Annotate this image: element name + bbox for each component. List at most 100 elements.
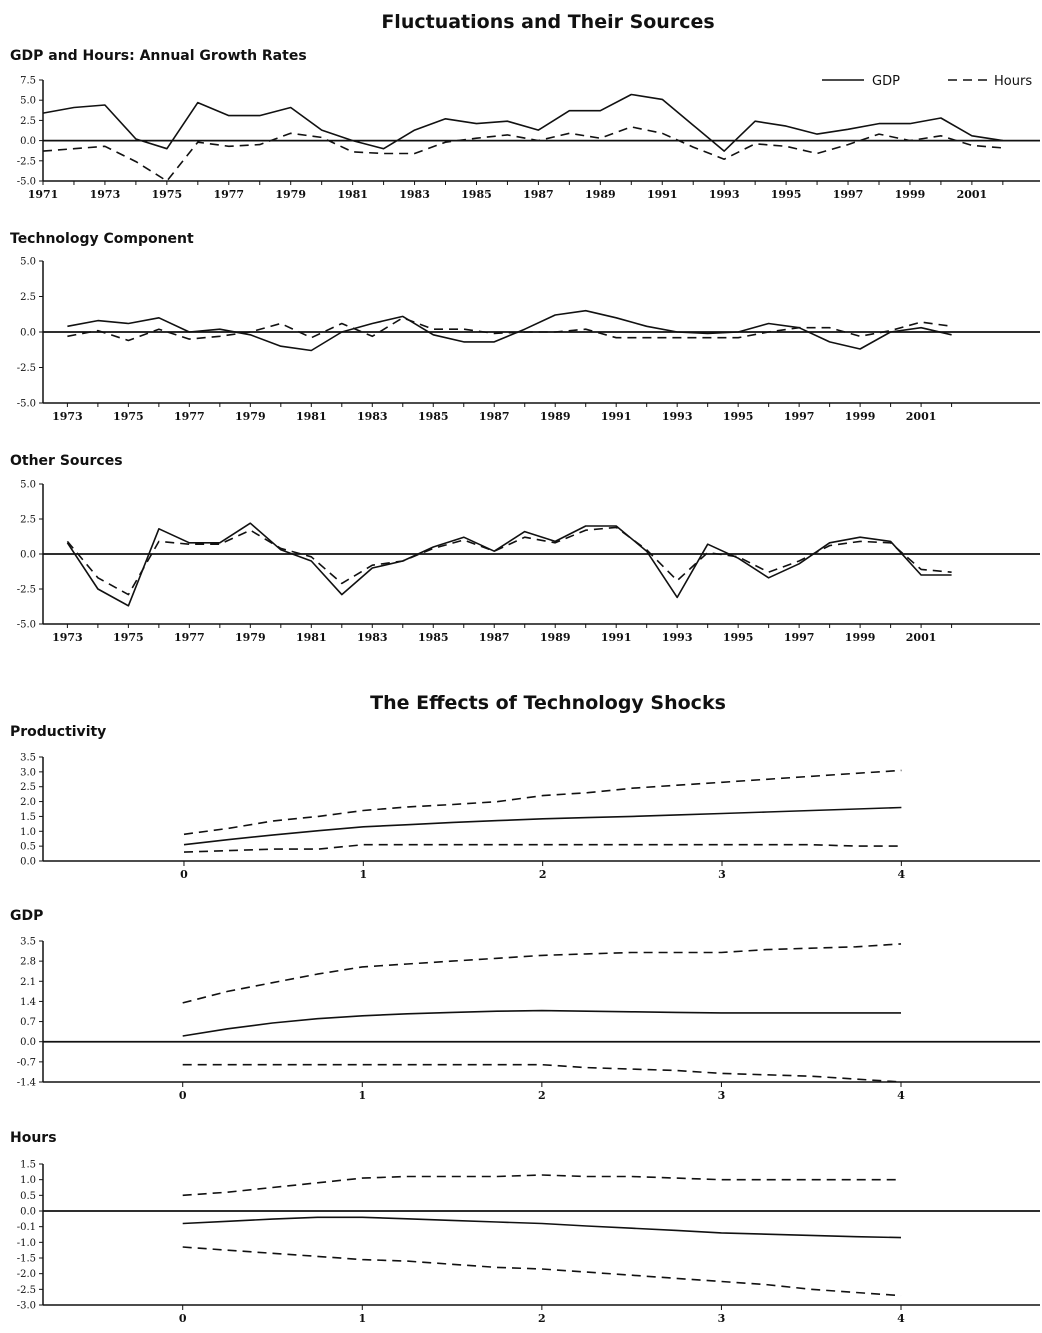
x-tick-label: 2001	[906, 631, 937, 644]
x-tick-label: 1993	[709, 188, 740, 201]
y-tick-label: 1.0	[20, 827, 36, 838]
series-line-dashed	[183, 769, 902, 836]
x-tick-label: 2	[538, 1312, 546, 1325]
y-tick-label: -2.5	[17, 363, 36, 374]
x-tick-label: 1983	[357, 631, 388, 644]
chart-panel-hours-response: Hours 1.5 1.0 0.5 0.0 -0.1 -1.0 -1.5 -2.0 -2.5 -3…	[10, 1130, 1040, 1325]
y-tick-label: 2.8	[20, 957, 36, 968]
x-tick-label: 1991	[601, 410, 632, 423]
chart-panel-other-sources: Other Sources 5.0 2.5 0.0 -2.5 -5.0 1973 1975 1…	[10, 453, 1040, 644]
series-line-solid	[42, 93, 1003, 152]
x-tick-label: 1	[358, 1312, 366, 1325]
series-line-solid	[66, 522, 952, 607]
x-tick-label: 3	[718, 1089, 726, 1102]
y-tick-label: -5.0	[17, 177, 36, 188]
x-tick-label: 1993	[662, 631, 693, 644]
x-tick-label: 2001	[957, 188, 988, 201]
legend: GDP Hours	[822, 74, 1032, 89]
y-tick-label: 3.5	[20, 937, 36, 948]
x-tick-label: 1989	[540, 631, 571, 644]
y-tick-label: 0.5	[20, 1191, 36, 1202]
y-tick-label: -1.4	[17, 1078, 36, 1089]
series-line-solid	[182, 1009, 901, 1037]
x-tick-label: 1	[359, 868, 367, 881]
y-tick-label: -3.0	[17, 1301, 36, 1312]
panel-title: GDP and Hours: Annual Growth Rates	[10, 48, 307, 64]
x-tick-label: 1985	[418, 410, 449, 423]
x-tick-label: 1999	[845, 631, 876, 644]
x-tick-label: 1979	[275, 188, 306, 201]
panel-title: Productivity	[10, 724, 106, 740]
y-tick-label: -2.5	[17, 156, 36, 167]
series-line-dashed	[183, 843, 902, 853]
x-tick-label: 2	[538, 1089, 546, 1102]
x-tick-label: 1991	[601, 631, 632, 644]
y-tick-label: -5.0	[17, 620, 36, 631]
x-tick-label: 4	[898, 868, 906, 881]
x-tick-label: 1975	[113, 410, 144, 423]
y-tick-label: 1.4	[20, 997, 36, 1008]
y-tick-label: -1.5	[17, 1254, 36, 1265]
x-tick-label: 1995	[723, 631, 754, 644]
x-tick-label: 1997	[784, 410, 815, 423]
x-tick-label: 1985	[418, 631, 449, 644]
chart-panel-gdp-response: GDP 3.5 2.8 2.1 1.4 0.7 0.0 -0.7 -1.4 0 1 2 3 4	[10, 908, 1040, 1102]
series-line-dashed	[67, 316, 952, 342]
series-line-solid	[67, 309, 952, 352]
x-tick-label: 1971	[28, 188, 59, 201]
series-line-dashed	[66, 526, 952, 596]
y-tick-label: 2.5	[20, 515, 36, 526]
x-tick-label: 1977	[174, 410, 205, 423]
x-tick-label: 1989	[585, 188, 616, 201]
x-tick-label: 0	[179, 1312, 187, 1325]
y-tick-label: 1.5	[20, 1160, 36, 1171]
panel-title: Other Sources	[10, 453, 123, 469]
series-line-solid	[182, 1216, 902, 1239]
y-tick-label: -1.0	[17, 1238, 36, 1249]
x-tick-label: 1997	[784, 631, 815, 644]
x-tick-label: 1975	[152, 188, 183, 201]
x-tick-label: 1977	[213, 188, 244, 201]
x-tick-label: 1979	[235, 410, 266, 423]
y-tick-label: 1.5	[20, 812, 36, 823]
x-tick-label: 1	[358, 1089, 366, 1102]
x-tick-label: 0	[179, 1089, 187, 1102]
y-tick-label: 2.5	[20, 292, 36, 303]
y-tick-label: 0.0	[20, 136, 36, 147]
x-tick-label: 1983	[399, 188, 430, 201]
x-tick-label: 1985	[461, 188, 492, 201]
x-tick-label: 1999	[895, 188, 926, 201]
x-tick-label: 1977	[174, 631, 205, 644]
x-tick-label: 1979	[235, 631, 266, 644]
y-tick-label: -2.5	[17, 1285, 36, 1296]
y-tick-label: 0.0	[20, 1207, 36, 1218]
x-tick-label: 1989	[540, 410, 571, 423]
chart-panel-technology-component: Technology Component 5.0 2.5 0.0 -2.5 -5.0 19…	[10, 231, 1040, 423]
y-tick-label: 0.0	[20, 1037, 36, 1048]
x-tick-label: 1981	[296, 410, 327, 423]
chart-panel-gdp-hours-growth: GDP and Hours: Annual Growth Rates 7.5 5.…	[10, 48, 1040, 201]
series-line-solid	[183, 806, 902, 846]
y-tick-label: 3.5	[20, 753, 36, 764]
y-tick-label: 2.5	[20, 116, 36, 127]
x-tick-label: 3	[718, 1312, 726, 1325]
panel-title: GDP	[10, 908, 43, 924]
x-tick-label: 1999	[845, 410, 876, 423]
x-tick-label: 1973	[90, 188, 121, 201]
y-tick-label: -2.0	[17, 1269, 36, 1280]
x-tick-label: 0	[180, 868, 188, 881]
section-title-fluctuations: Fluctuations and Their Sources	[381, 11, 714, 33]
legend-label-gdp: GDP	[872, 74, 900, 89]
y-tick-label: 2.0	[20, 797, 36, 808]
section-title-effects: The Effects of Technology Shocks	[370, 692, 726, 714]
y-tick-label: 2.5	[20, 782, 36, 793]
series-line-dashed	[182, 1063, 902, 1083]
y-tick-label: -0.7	[17, 1057, 36, 1068]
y-tick-label: 0.0	[20, 857, 36, 868]
y-tick-label: 0.0	[20, 328, 36, 339]
x-tick-label: 1983	[357, 410, 388, 423]
x-tick-label: 1995	[771, 188, 802, 201]
y-tick-label: 5.0	[20, 96, 36, 107]
chart-panel-productivity: Productivity 3.5 3.0 2.5 2.0 1.5 1.0 0.5 0.0 0 1 2…	[10, 724, 1040, 881]
